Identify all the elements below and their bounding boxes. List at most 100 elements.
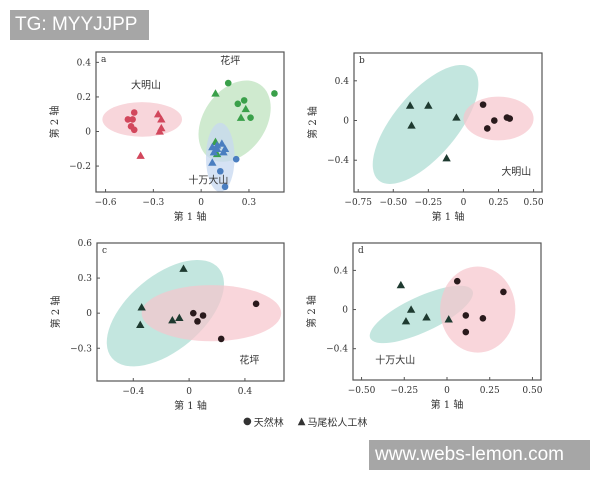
y-tick-label: 0 <box>85 128 91 138</box>
y-tick-label: −0.3 <box>70 344 92 354</box>
watermark-bottom: www.webs-lemon.com <box>369 440 590 470</box>
triangle-marker-icon <box>155 127 164 135</box>
watermark-top: TG: MYYJJPP <box>10 10 149 40</box>
triangle-marker-icon <box>211 89 220 97</box>
circle-marker-icon <box>462 312 470 319</box>
y-axis-label: 第 2 轴 <box>306 106 319 139</box>
triangle-marker-icon <box>157 115 166 123</box>
confidence-ellipse <box>463 96 534 141</box>
triangle-marker-icon <box>136 151 145 159</box>
confidence-ellipse <box>102 102 183 137</box>
legend-label: 天然林 <box>253 418 284 429</box>
circle-marker-icon: ● <box>243 416 252 427</box>
circle-marker-icon <box>221 183 229 191</box>
y-tick-label: 0.6 <box>78 239 93 249</box>
triangle-marker-icon <box>212 144 222 152</box>
triangle-marker-icon <box>175 313 184 321</box>
confidence-ellipse <box>372 64 479 184</box>
y-tick-label: 0 <box>343 117 349 127</box>
group-label: 大明山 <box>131 78 161 91</box>
x-tick-label: 0 <box>444 386 450 396</box>
circle-marker-icon <box>462 328 470 336</box>
triangle-marker-icon: ▲ <box>297 416 306 427</box>
triangle-marker-icon <box>401 317 411 325</box>
legend-item-masson-pine: ▲ 马尾松人工林 <box>298 414 368 429</box>
triangle-marker-icon <box>137 303 146 311</box>
circle-marker-icon <box>130 109 138 116</box>
circle-marker-icon <box>234 100 242 108</box>
triangle-marker-icon <box>136 320 145 329</box>
triangle-marker-icon <box>406 305 416 313</box>
circle-marker-icon <box>217 335 225 343</box>
panel-d-plot: 十万大山 d −0.50 −0.25 0 0.25 0.50 −0.4 0 0.4 第 1 轴 第 2… <box>305 242 543 411</box>
x-tick-label: 0.3 <box>242 198 257 208</box>
circle-marker-icon <box>506 115 514 122</box>
circle-marker-icon <box>240 97 248 104</box>
triangle-marker-icon <box>153 110 163 118</box>
triangle-marker-icon <box>424 101 433 109</box>
confidence-ellipse <box>205 122 235 192</box>
group-label: 十万大山 <box>375 353 415 366</box>
circle-marker-icon <box>483 125 491 132</box>
confidence-ellipse <box>440 266 516 353</box>
y-tick-label: 0 <box>86 309 92 319</box>
triangle-marker-icon <box>442 154 451 162</box>
group-label: 十万大山 <box>188 173 228 186</box>
circle-marker-icon <box>252 300 260 308</box>
x-tick-label: 0 <box>198 198 204 208</box>
x-tick-label: −0.25 <box>390 386 418 396</box>
panel-letter: d <box>358 246 364 256</box>
x-tick-label: 0.50 <box>522 386 542 396</box>
y-tick-label: 0.4 <box>77 58 92 68</box>
panel-c-plot: 花坪 c −0.4 0 0.4 −0.3 0 0.3 0.6 第 1 轴 第 2 轴 <box>49 239 285 412</box>
x-tick-label: −0.75 <box>344 198 372 208</box>
triangle-marker-icon <box>236 113 246 121</box>
circle-marker-icon <box>129 116 136 123</box>
panel-b-plot: 大明山 b −0.75 −0.50 −0.25 0 0.25 0.50 −0.4 0 0.4 第 1 … <box>306 52 544 223</box>
plot-frame <box>96 242 285 382</box>
panel-letter: b <box>359 56 365 66</box>
triangle-marker-icon <box>444 315 453 323</box>
circle-marker-icon <box>453 277 461 285</box>
panel-letter: a <box>101 55 107 65</box>
y-tick-label: −0.2 <box>69 162 91 172</box>
triangle-marker-icon <box>452 113 461 121</box>
y-tick-label: 0.3 <box>78 274 93 284</box>
x-tick-label: −0.25 <box>415 198 443 208</box>
triangle-marker-icon <box>217 139 227 147</box>
y-tick-label: 0.2 <box>77 93 91 103</box>
triangle-marker-icon <box>208 158 217 166</box>
circle-marker-icon <box>232 155 240 163</box>
x-tick-label: −0.3 <box>142 198 164 208</box>
x-tick-label: −0.4 <box>122 387 144 397</box>
y-tick-label: 0 <box>342 306 348 316</box>
x-tick-label: −0.50 <box>348 386 376 396</box>
y-tick-label: 0.4 <box>335 77 350 87</box>
circle-marker-icon <box>224 79 232 87</box>
x-tick-label: −0.6 <box>95 198 117 208</box>
circle-marker-icon <box>490 117 498 124</box>
panel-letter: c <box>102 246 107 256</box>
triangle-marker-icon <box>179 264 188 272</box>
circle-marker-icon <box>216 167 224 175</box>
circle-marker-icon <box>199 312 207 319</box>
x-tick-label: −0.50 <box>379 198 407 208</box>
circle-marker-icon <box>500 288 507 296</box>
y-tick-label: 0.4 <box>334 266 349 276</box>
circle-marker-icon <box>479 101 487 108</box>
circle-marker-icon <box>247 114 254 121</box>
triangle-marker-icon <box>241 104 250 113</box>
x-tick-label: 0.50 <box>524 198 544 208</box>
circle-marker-icon <box>479 315 487 322</box>
y-axis-label: 第 2 轴 <box>49 296 62 329</box>
circle-marker-icon <box>189 309 197 317</box>
triangle-marker-icon <box>405 101 415 109</box>
circle-marker-icon <box>194 318 201 325</box>
x-axis-label: 第 1 轴 <box>174 210 207 223</box>
triangle-marker-icon <box>407 121 416 129</box>
group-label: 花坪 <box>220 54 240 67</box>
plot-frame <box>95 51 285 193</box>
circle-marker-icon <box>124 116 132 123</box>
x-tick-label: 0.25 <box>488 198 508 208</box>
